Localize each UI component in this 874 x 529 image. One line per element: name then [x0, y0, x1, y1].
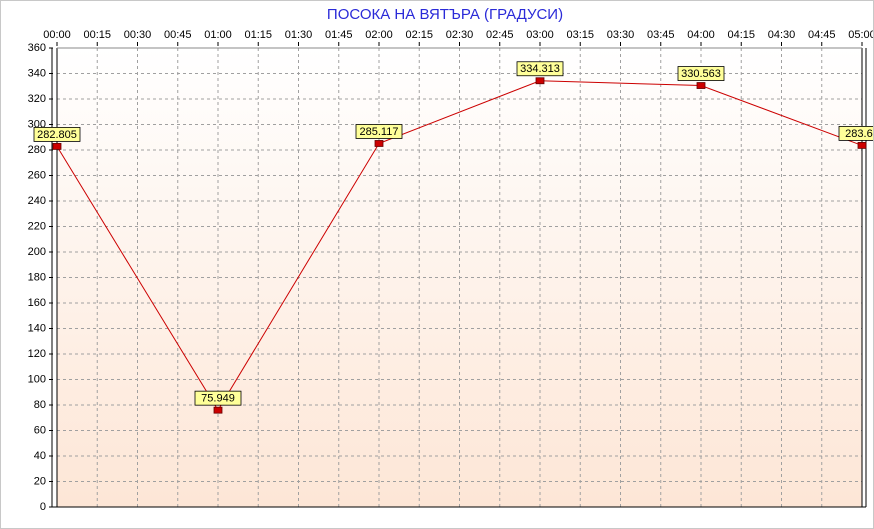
x-tick-label: 03:30 [607, 29, 635, 41]
data-label-box [194, 390, 242, 406]
point [857, 142, 867, 149]
y-tick-label: 240 [28, 195, 46, 207]
data-label-box [33, 127, 81, 142]
x-tick-label: 01:45 [325, 29, 353, 41]
y-tick-label: 280 [28, 144, 46, 156]
data-label-box [355, 124, 403, 139]
x-tick-label: 03:45 [647, 29, 675, 41]
y-tick-label: 140 [28, 322, 46, 334]
x-tick-label: 02:00 [365, 29, 393, 41]
y-tick-label: 220 [28, 220, 46, 232]
x-tick-label: 03:00 [526, 29, 554, 41]
point [374, 140, 384, 147]
data-label: 282.805 [37, 129, 77, 141]
y-tick-label: 360 [28, 42, 46, 54]
x-tick-label: 02:30 [446, 29, 474, 41]
data-label: 75.949 [201, 393, 235, 405]
x-tick-label: 01:30 [285, 29, 313, 41]
chart-title: ПОСОКА НА ВЯТЪРА (ГРАДУСИ) [327, 6, 563, 23]
y-tick-label: 20 [34, 475, 46, 487]
point [52, 143, 62, 150]
x-tick-label: 01:15 [244, 29, 272, 41]
y-tick-label: 80 [34, 399, 46, 411]
y-tick-label: 260 [28, 169, 46, 181]
data-label-box [838, 126, 874, 141]
x-tick-label: 00:15 [83, 29, 111, 41]
x-tick-label: 00:00 [43, 29, 71, 41]
x-tick-label: 00:30 [124, 29, 152, 41]
x-tick-label: 00:45 [164, 29, 192, 41]
data-label: 285.117 [360, 126, 399, 138]
y-tick-label: 180 [28, 271, 46, 283]
x-tick-label: 04:45 [808, 29, 836, 41]
x-tick-label: 02:45 [486, 29, 514, 41]
line [56, 80, 863, 412]
data-label-box [677, 66, 725, 81]
point [696, 82, 706, 89]
x-tick-label: 01:00 [204, 29, 232, 41]
y-tick-label: 320 [28, 93, 46, 105]
data-label: 334.313 [520, 63, 560, 75]
y-tick-label: 120 [28, 348, 46, 360]
y-tick-label: 100 [28, 373, 46, 385]
y-tick-label: 0 [40, 501, 46, 513]
data-label-box [516, 61, 564, 77]
y-tick-label: 40 [34, 450, 46, 462]
x-tick-label: 04:00 [687, 29, 715, 41]
x-tick-label: 03:15 [566, 29, 594, 41]
labels: 282.805 75.949 285.117 334.313 330.563 283.60 [33, 61, 874, 414]
x-tick-label: 04:15 [727, 29, 755, 41]
x-tick-label: 04:30 [768, 29, 796, 41]
y-tick-label: 160 [28, 297, 46, 309]
data-label: 283.60 [845, 128, 874, 140]
x-tick-label: 05:00 [848, 29, 874, 41]
y-tick-label: 60 [34, 424, 46, 436]
y-tick-label: 340 [28, 67, 46, 79]
y-tick-label: 200 [28, 246, 46, 258]
point [213, 406, 223, 414]
data-label: 330.563 [681, 68, 721, 80]
x-tick-label: 02:15 [405, 29, 433, 41]
point [535, 77, 545, 85]
